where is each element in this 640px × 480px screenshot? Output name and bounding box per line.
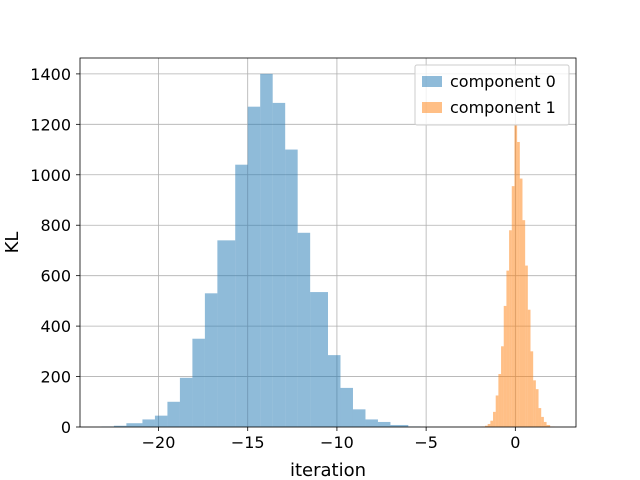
legend-swatch-component-0 — [422, 76, 442, 87]
y-axis-ticks: 0 200 400 600 800 1000 1200 1400 — [30, 65, 80, 437]
histogram-bar-component-1 — [530, 351, 534, 427]
y-axis-label: KL — [2, 232, 23, 254]
histogram-bar-component-0 — [126, 423, 143, 427]
x-tick-label: −5 — [414, 433, 438, 452]
legend-label-component-0: component 0 — [450, 72, 556, 91]
histogram-bar-component-1 — [543, 421, 547, 427]
histogram-bar-component-1 — [493, 411, 496, 427]
histogram-bar-component-1 — [535, 389, 539, 427]
histogram-bar-component-0 — [204, 293, 218, 427]
histogram-bar-component-0 — [154, 415, 168, 427]
histogram-bar-component-1 — [506, 270, 510, 427]
x-axis-label: iteration — [290, 460, 366, 480]
x-tick-label: −20 — [142, 433, 176, 452]
x-tick-label: −15 — [231, 433, 265, 452]
y-tick-label: 1000 — [30, 166, 71, 185]
histogram-bar-component-1 — [533, 380, 536, 427]
histogram-bar-component-0 — [235, 164, 248, 427]
histogram-bar-component-1 — [514, 124, 518, 428]
histogram-bar-component-1 — [498, 374, 502, 427]
histogram-bar-component-0 — [285, 149, 298, 427]
histogram-bar-component-0 — [340, 387, 353, 427]
histogram-bar-component-0 — [260, 73, 273, 427]
histogram-bar-component-0 — [247, 106, 261, 427]
histogram-bar-component-1 — [490, 420, 494, 427]
histogram-bar-component-1 — [538, 408, 542, 427]
histogram-bar-component-1 — [546, 424, 551, 427]
plot-frame — [79, 57, 577, 428]
histogram-bar-component-1 — [541, 416, 544, 427]
x-axis-ticks: −20 −15 −10 −5 0 — [142, 427, 520, 452]
histogram-bar-component-1 — [519, 178, 523, 427]
histogram-bar-component-0 — [113, 425, 127, 427]
y-tick-label: 0 — [61, 418, 71, 437]
histogram-bar-component-1 — [485, 425, 488, 427]
x-tick-label: 0 — [510, 433, 520, 452]
histogram-bar-component-1 — [527, 309, 531, 427]
y-tick-label: 600 — [40, 267, 71, 286]
y-tick-label: 200 — [40, 368, 71, 387]
histogram-bar-component-0 — [217, 240, 236, 427]
histogram-bar-component-1 — [509, 230, 512, 427]
y-tick-label: 400 — [40, 317, 71, 336]
legend-box — [414, 64, 570, 126]
histogram-bar-component-0 — [328, 355, 341, 427]
histogram-bar-component-1 — [522, 220, 526, 427]
y-tick-label: 1400 — [30, 65, 71, 84]
histogram-bar-component-0 — [179, 377, 193, 427]
histogram-bar-component-0 — [297, 232, 311, 427]
histogram-bar-component-1 — [503, 305, 507, 427]
y-tick-label: 800 — [40, 216, 71, 235]
histogram-bar-component-0 — [377, 421, 391, 427]
legend-label-component-1: component 1 — [450, 98, 556, 117]
histogram-bar-component-1 — [517, 141, 520, 427]
histogram-bar-component-0 — [352, 409, 366, 427]
histogram-bar-component-0 — [192, 338, 205, 427]
histogram-bar-component-0 — [167, 401, 180, 427]
legend: component 0 component 1 — [414, 64, 570, 126]
x-tick-label: −10 — [320, 433, 354, 452]
histogram-bars — [101, 73, 555, 428]
histogram-bar-component-1 — [495, 395, 499, 427]
legend-swatch-component-1 — [422, 102, 442, 113]
histogram-bar-component-0 — [390, 424, 409, 427]
histogram-bar-component-1 — [511, 186, 515, 427]
histogram-bar-component-1 — [501, 346, 504, 427]
histogram-bar-component-0 — [310, 292, 328, 427]
y-tick-label: 1200 — [30, 115, 71, 134]
histogram-bar-component-1 — [525, 265, 528, 427]
histogram-bar-component-0 — [272, 102, 286, 428]
histogram-bar-component-1 — [487, 423, 491, 427]
histogram-bar-component-0 — [142, 419, 155, 427]
histogram-bar-component-0 — [365, 419, 378, 427]
